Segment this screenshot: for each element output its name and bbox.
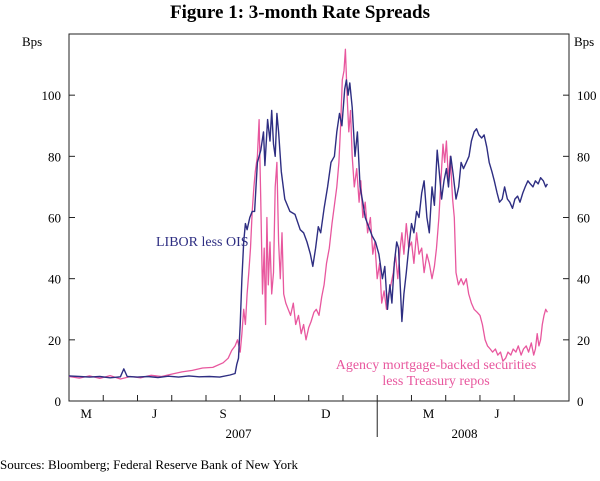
y-tick-label-right: 40 <box>577 272 590 287</box>
y-tick-label-left: 80 <box>48 149 61 164</box>
sources-note: Sources: Bloomberg; Federal Reserve Bank… <box>0 457 298 472</box>
y-tick-label-right: 100 <box>577 88 597 103</box>
x-tick-label: S <box>219 406 226 421</box>
y-tick-label-right: 0 <box>577 394 584 409</box>
x-axis-ticks: M J S D M J 2007 2008 <box>80 395 515 441</box>
y-tick-label-left: 60 <box>48 211 61 226</box>
libor-series-label: LIBOR less OIS <box>156 235 249 250</box>
y-axis-ticks: 0 0 20 20 40 40 60 60 80 80 100 100 <box>42 88 597 409</box>
x-tick-label: M <box>80 406 92 421</box>
y-tick-label-right: 60 <box>577 211 590 226</box>
libor-ois-line <box>68 79 549 379</box>
y-tick-label-left: 100 <box>42 88 62 103</box>
y-tick-label-left: 40 <box>48 272 61 287</box>
x-year-label: 2008 <box>452 426 478 441</box>
x-tick-label: M <box>423 406 435 421</box>
chart-title: Figure 1: 3-month Rate Spreads <box>170 2 430 23</box>
series-lines <box>68 48 549 380</box>
x-year-label: 2007 <box>226 426 253 441</box>
plot-frame <box>68 33 570 402</box>
mbs-series-label-line2: less Treasury repos <box>382 374 489 389</box>
mbs-treasury-repo-line <box>68 48 548 380</box>
y-axis-unit-right: Bps <box>574 34 594 49</box>
y-tick-label-left: 20 <box>48 333 61 348</box>
x-tick-label: J <box>495 406 500 421</box>
x-tick-label: J <box>152 406 157 421</box>
y-axis-unit-left: Bps <box>22 34 42 49</box>
y-tick-label-right: 20 <box>577 333 590 348</box>
mbs-series-label-line1: Agency mortgage-backed securities <box>336 358 537 373</box>
y-tick-label-left: 0 <box>55 394 62 409</box>
y-tick-label-right: 80 <box>577 149 590 164</box>
x-tick-label: D <box>321 406 330 421</box>
